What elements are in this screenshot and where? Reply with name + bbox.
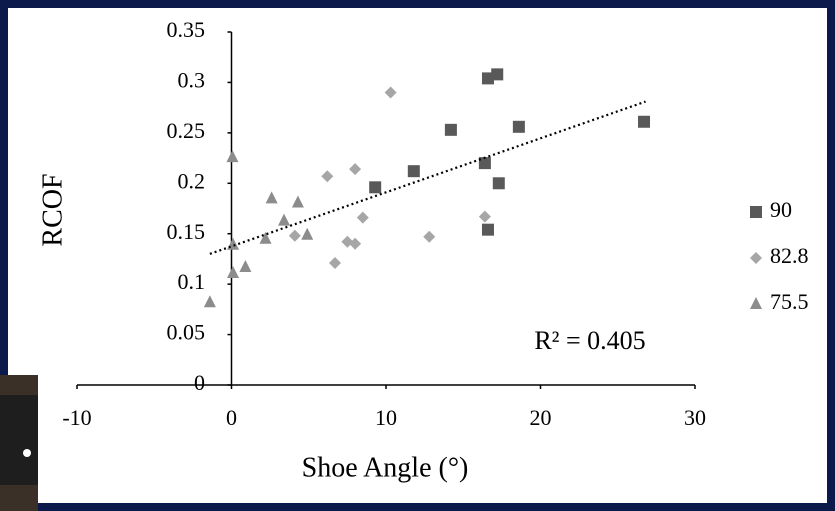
x-tick-label: 10: [375, 405, 397, 430]
data-point: [259, 231, 272, 244]
y-tick-label: 0.35: [167, 17, 206, 42]
data-point: [384, 86, 397, 99]
y-tick-label: 0.15: [167, 219, 206, 244]
data-point: [481, 72, 494, 85]
photo-fragment: [23, 449, 31, 457]
data-point: [349, 163, 362, 176]
trendline: [209, 100, 646, 255]
legend-marker: [750, 252, 762, 264]
data-point: [226, 150, 239, 163]
data-point: [478, 157, 491, 170]
x-tick-label: 0: [226, 405, 237, 430]
x-axis-title: Shoe Angle (°): [302, 452, 469, 483]
data-point: [369, 181, 382, 194]
chart-panel: [8, 8, 827, 503]
data-point: [512, 120, 525, 133]
legend-marker: [750, 206, 762, 218]
x-tick-label: 20: [530, 405, 552, 430]
data-point: [491, 68, 504, 81]
data-point: [423, 230, 436, 243]
y-tick-label: 0.3: [178, 67, 206, 92]
x-tick-label: 30: [684, 405, 706, 430]
data-point: [349, 237, 362, 250]
legend-label: 90: [770, 197, 792, 222]
y-axis-title: RCOF: [37, 173, 68, 246]
data-point: [227, 266, 240, 279]
data-point: [265, 191, 278, 204]
data-point: [239, 259, 252, 272]
y-tick-label: 0: [194, 370, 205, 395]
data-point: [481, 223, 494, 236]
data-point: [203, 295, 216, 308]
data-point: [301, 227, 314, 240]
y-tick-label: 0.1: [178, 269, 206, 294]
data-point: [492, 177, 505, 190]
data-point: [288, 229, 301, 242]
photo-fragment: [0, 395, 38, 485]
y-tick-label: 0.2: [178, 168, 206, 193]
annotation: R² = 0.405: [534, 326, 645, 355]
data-point: [407, 165, 420, 178]
legend-label: 75.5: [770, 289, 809, 314]
data-point: [291, 195, 304, 208]
x-tick-label: -10: [62, 405, 91, 430]
data-point: [321, 170, 334, 183]
legend-label: 82.8: [770, 243, 809, 268]
y-tick-label: 0.25: [167, 118, 206, 143]
data-point: [478, 210, 491, 223]
data-point: [356, 211, 369, 224]
y-tick-label: 0.05: [167, 320, 206, 345]
data-point: [329, 256, 342, 269]
data-point: [444, 123, 457, 136]
data-point: [638, 115, 651, 128]
legend-marker: [750, 297, 762, 309]
data-point: [278, 213, 291, 226]
